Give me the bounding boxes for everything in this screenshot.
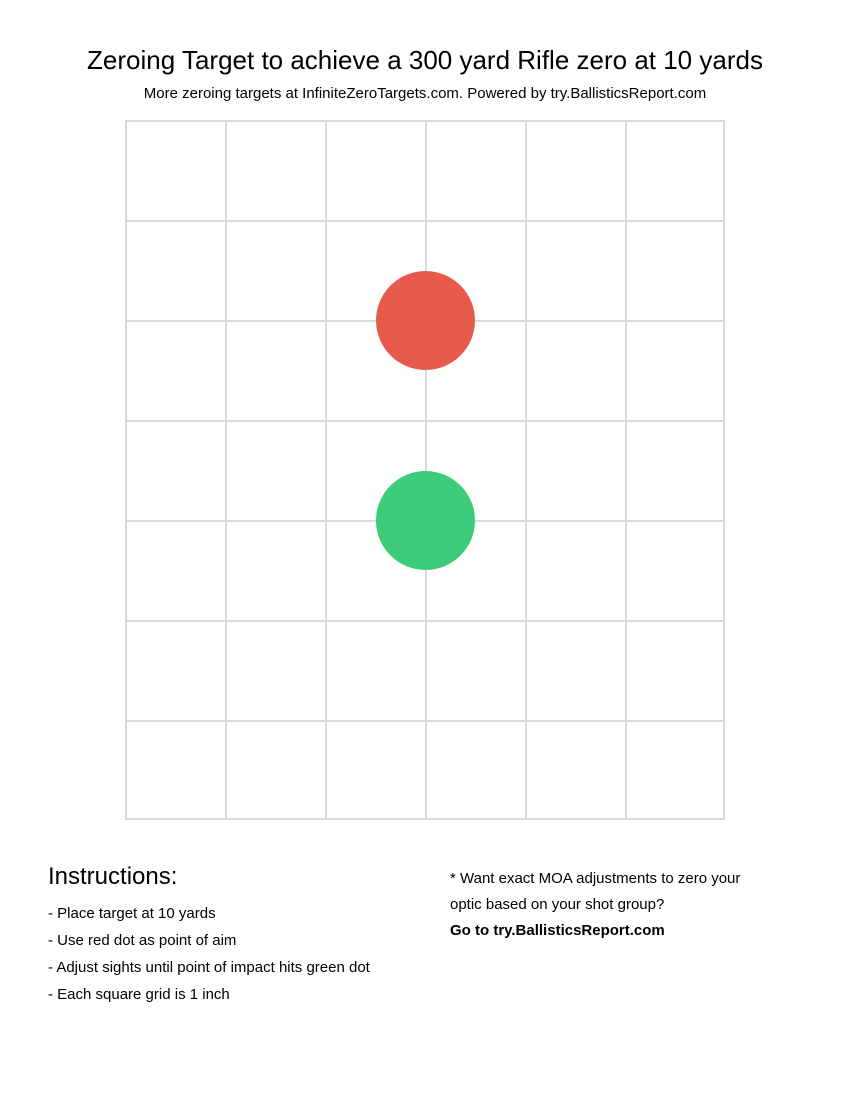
grid-line-vertical <box>425 120 427 820</box>
grid-line-vertical <box>225 120 227 820</box>
promo-line-2: optic based on your shot group? <box>450 896 665 913</box>
grid-line-horizontal <box>125 620 725 622</box>
grid-line-horizontal <box>125 420 725 422</box>
page-subtitle: More zeroing targets at InfiniteZeroTarg… <box>143 85 707 102</box>
grid-line-horizontal <box>125 720 725 722</box>
list-item: - Use red dot as point of aim <box>48 932 237 949</box>
point-of-aim-dot <box>375 270 475 370</box>
grid-line-vertical <box>525 120 527 820</box>
instructions-heading: Instructions: <box>48 863 178 890</box>
grid-line-horizontal <box>125 818 725 820</box>
grid-line-vertical <box>125 120 127 820</box>
page-title: Zeroing Target to achieve a 300 yard Rif… <box>87 45 763 75</box>
list-item: - Adjust sights until point of impact hi… <box>48 959 370 976</box>
point-of-impact-dot <box>375 470 475 570</box>
grid-line-vertical <box>723 120 725 820</box>
grid-line-vertical <box>325 120 327 820</box>
grid-line-vertical <box>625 120 627 820</box>
list-item: - Each square grid is 1 inch <box>48 986 230 1003</box>
promo-cta-link[interactable]: Go to try.BallisticsReport.com <box>450 922 665 939</box>
list-item: - Place target at 10 yards <box>48 905 216 922</box>
grid-line-horizontal <box>125 120 725 122</box>
promo-block: * Want exact MOA adjustments to zero you… <box>450 866 780 944</box>
promo-line-1: * Want exact MOA adjustments to zero you… <box>450 870 741 887</box>
grid-line-horizontal <box>125 220 725 222</box>
instructions-block: Instructions: - Place target at 10 yards… <box>48 862 428 1008</box>
zeroing-target <box>125 120 725 820</box>
